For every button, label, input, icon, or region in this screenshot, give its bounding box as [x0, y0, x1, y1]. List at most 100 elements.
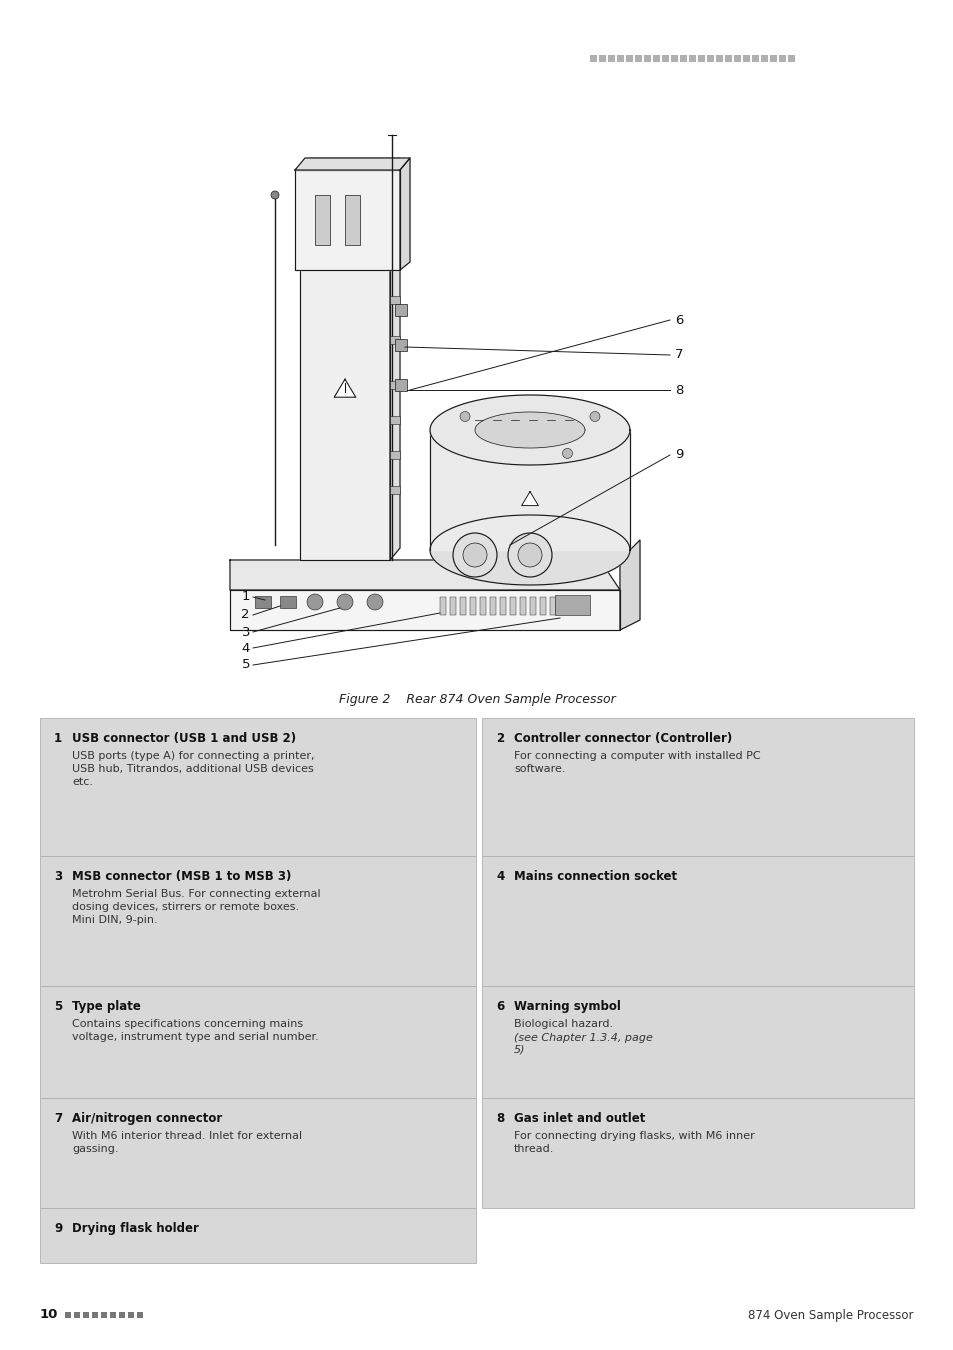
Text: 4: 4 — [241, 641, 250, 655]
Bar — [607, 55, 615, 62]
Circle shape — [459, 412, 470, 421]
Bar — [40, 986, 476, 1098]
Polygon shape — [299, 170, 390, 560]
Text: 5: 5 — [54, 1000, 62, 1012]
Bar — [101, 1312, 107, 1318]
Text: 2: 2 — [496, 732, 503, 745]
Bar — [481, 1098, 913, 1208]
Text: Mains connection socket: Mains connection socket — [514, 869, 677, 883]
Polygon shape — [390, 158, 399, 560]
Bar — [661, 55, 668, 62]
Text: For connecting drying flasks, with M6 inner
thread.: For connecting drying flasks, with M6 in… — [514, 1131, 754, 1154]
Text: 3: 3 — [54, 869, 62, 883]
Text: With M6 interior thread. Inlet for external
gassing.: With M6 interior thread. Inlet for exter… — [71, 1131, 302, 1154]
Circle shape — [367, 594, 382, 610]
Text: 9: 9 — [54, 1222, 62, 1235]
Circle shape — [462, 543, 486, 567]
Polygon shape — [299, 158, 399, 170]
Bar — [110, 1312, 116, 1318]
Polygon shape — [334, 379, 355, 397]
Text: 8: 8 — [675, 383, 682, 397]
Bar — [635, 55, 641, 62]
Text: 1: 1 — [54, 732, 62, 745]
Bar — [724, 55, 731, 62]
Bar — [652, 55, 659, 62]
Bar — [589, 55, 597, 62]
Text: Gas inlet and outlet: Gas inlet and outlet — [514, 1112, 644, 1125]
Text: 3: 3 — [241, 625, 250, 639]
Text: Metrohm Serial Bus. For connecting external
dosing devices, stirrers or remote b: Metrohm Serial Bus. For connecting exter… — [71, 890, 320, 925]
Bar — [395, 379, 407, 391]
Bar — [698, 55, 704, 62]
Bar — [706, 55, 713, 62]
Text: MSB connector (MSB 1 to MSB 3): MSB connector (MSB 1 to MSB 3) — [71, 869, 291, 883]
Bar — [91, 1312, 98, 1318]
Text: Contains specifications concerning mains
voltage, instrument type and serial num: Contains specifications concerning mains… — [71, 1019, 318, 1042]
Polygon shape — [230, 590, 619, 630]
Bar — [481, 718, 913, 856]
Bar — [490, 597, 496, 616]
Bar — [519, 597, 525, 616]
Bar — [119, 1312, 125, 1318]
Text: 874 Oven Sample Processor: 874 Oven Sample Processor — [748, 1308, 913, 1322]
Bar — [760, 55, 767, 62]
Bar — [390, 381, 399, 389]
Text: USB connector (USB 1 and USB 2): USB connector (USB 1 and USB 2) — [71, 732, 295, 745]
Bar — [40, 1098, 476, 1208]
Bar — [390, 336, 399, 344]
Bar — [390, 296, 399, 304]
Circle shape — [271, 190, 278, 198]
Bar — [733, 55, 740, 62]
Bar — [280, 595, 295, 608]
Text: 4: 4 — [496, 869, 504, 883]
Polygon shape — [399, 158, 410, 270]
Text: 8: 8 — [496, 1112, 504, 1125]
Text: 6: 6 — [675, 313, 682, 327]
Bar — [670, 55, 678, 62]
Text: 1: 1 — [241, 590, 250, 603]
Text: Controller connector (Controller): Controller connector (Controller) — [514, 732, 732, 745]
Text: 7: 7 — [675, 348, 682, 362]
Bar — [643, 55, 650, 62]
Polygon shape — [619, 540, 639, 630]
Polygon shape — [230, 560, 619, 590]
Text: 9: 9 — [675, 448, 682, 462]
Text: 6: 6 — [496, 1000, 504, 1012]
Text: 10: 10 — [40, 1308, 58, 1322]
Polygon shape — [475, 412, 584, 448]
Text: Drying flask holder: Drying flask holder — [71, 1222, 198, 1235]
Bar — [459, 597, 465, 616]
Circle shape — [453, 533, 497, 576]
Text: 5: 5 — [241, 659, 250, 671]
Circle shape — [507, 533, 552, 576]
Bar — [481, 986, 913, 1098]
Text: Warning symbol: Warning symbol — [514, 1000, 620, 1012]
Text: USB ports (type A) for connecting a printer,
USB hub, Titrandos, additional USB : USB ports (type A) for connecting a prin… — [71, 751, 314, 787]
Bar — [40, 718, 476, 856]
Bar — [679, 55, 686, 62]
Bar — [751, 55, 759, 62]
Bar — [390, 451, 399, 459]
Bar — [390, 416, 399, 424]
Bar — [450, 597, 456, 616]
Bar — [779, 55, 785, 62]
Bar — [598, 55, 605, 62]
Bar — [40, 1208, 476, 1264]
Bar — [530, 597, 536, 616]
Bar — [254, 595, 271, 608]
Bar — [550, 597, 556, 616]
Polygon shape — [521, 491, 537, 506]
Bar — [510, 597, 516, 616]
Bar — [65, 1312, 71, 1318]
Text: Figure 2    Rear 874 Oven Sample Processor: Figure 2 Rear 874 Oven Sample Processor — [338, 694, 615, 706]
Circle shape — [517, 543, 541, 567]
Bar — [128, 1312, 133, 1318]
Text: For connecting a computer with installed PC
software.: For connecting a computer with installed… — [514, 751, 760, 774]
Bar — [499, 597, 505, 616]
Circle shape — [307, 594, 323, 610]
Bar — [137, 1312, 143, 1318]
Text: Biological hazard.: Biological hazard. — [514, 1019, 613, 1029]
Polygon shape — [294, 158, 410, 170]
Bar — [40, 856, 476, 986]
Polygon shape — [430, 431, 629, 549]
